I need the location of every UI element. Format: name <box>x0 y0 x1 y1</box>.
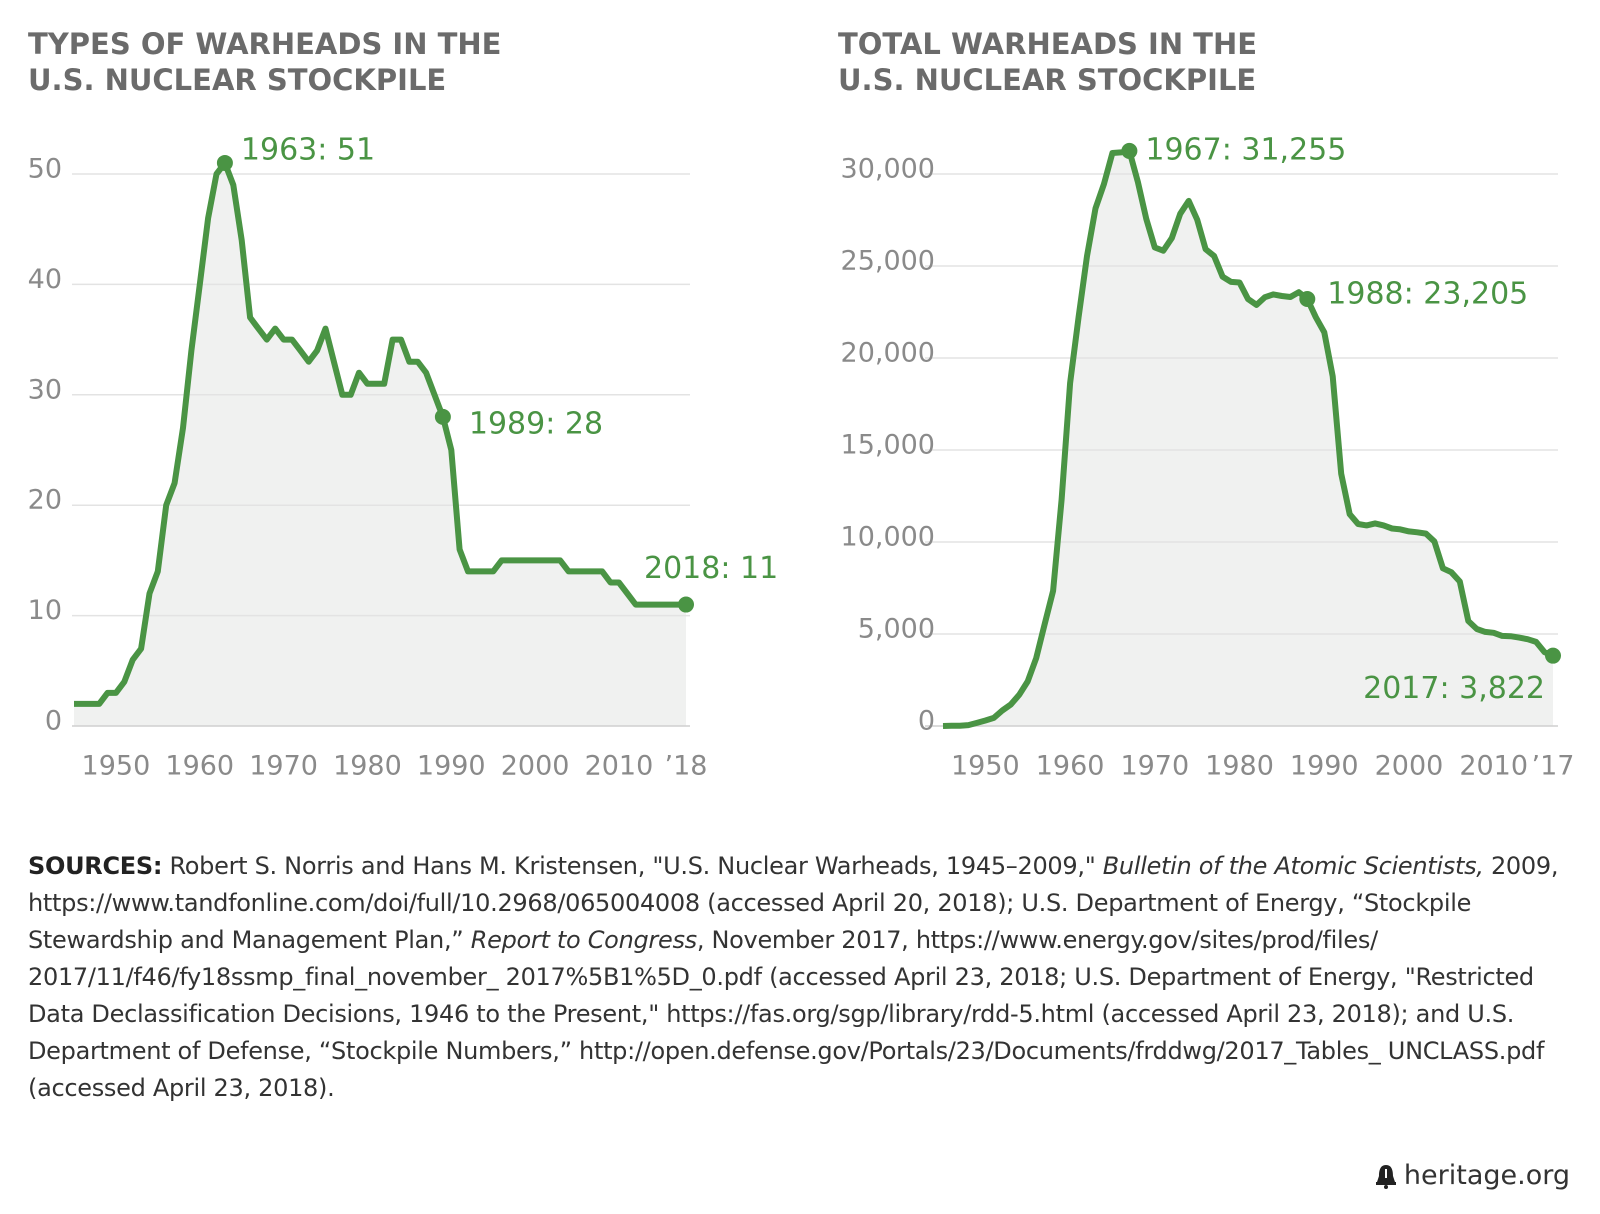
x-tick-label: 1980 <box>1205 751 1274 782</box>
x-tick-label: 1970 <box>249 751 318 782</box>
y-tick-label: 30 <box>28 374 62 405</box>
bell-icon <box>1375 1164 1396 1189</box>
x-tick-label: ’18 <box>665 751 708 782</box>
sources: SOURCES: Robert S. Norris and Hans M. Kr… <box>28 848 1573 1107</box>
annotation-dot <box>678 596 694 613</box>
y-tick-label: 30,000 <box>841 154 935 185</box>
annotation-dot <box>1121 142 1138 159</box>
x-tick-label: 1990 <box>1290 751 1359 782</box>
y-tick-label: 15,000 <box>841 430 935 461</box>
chart-title: U.S. NUCLEAR STOCKPILE <box>838 63 1256 97</box>
sources-text: Robert S. Norris and Hans M. Kristensen,… <box>162 852 1103 880</box>
sources-text: , November 2017, https://www.energy.gov/… <box>28 926 1545 1102</box>
x-tick-label: 1960 <box>1036 751 1105 782</box>
y-tick-label: 20 <box>28 485 62 516</box>
annotation-label: 1989: 28 <box>469 406 603 441</box>
annotation-dot <box>434 408 451 425</box>
sources-text: Bulletin of the Atomic Scientists, <box>1102 852 1484 880</box>
annotation-dot <box>216 154 233 171</box>
x-tick-label: 2010 <box>1459 751 1528 782</box>
annotation-label: 2018: 11 <box>644 551 778 586</box>
sources-text: Report to Congress <box>470 926 697 954</box>
line <box>74 160 686 707</box>
x-tick-label: 1980 <box>333 751 402 782</box>
sources-label: SOURCES: <box>28 852 163 880</box>
chart-title: U.S. NUCLEAR STOCKPILE <box>28 63 446 97</box>
chart-title: TOTAL WARHEADS IN THE <box>838 27 1257 61</box>
x-tick-label: 2000 <box>501 751 570 782</box>
annotation-label: 1967: 31,255 <box>1145 132 1346 167</box>
x-tick-label: 2000 <box>1375 751 1444 782</box>
footer-text: heritage.org <box>1403 1160 1570 1191</box>
x-tick-label: 1990 <box>417 751 486 782</box>
y-tick-label: 0 <box>918 706 935 737</box>
y-tick-label: 25,000 <box>841 246 935 277</box>
y-tick-label: 5,000 <box>858 614 935 645</box>
x-tick-label: 1960 <box>165 751 234 782</box>
y-tick-label: 10,000 <box>841 522 935 553</box>
line <box>942 147 1555 729</box>
y-tick-label: 50 <box>28 154 62 185</box>
x-tick-label: 2010 <box>585 751 654 782</box>
y-tick-label: 20,000 <box>841 338 935 369</box>
sources-text: 2009, https://www.tandfonline.com/doi/fu… <box>28 852 1559 954</box>
y-tick-label: 40 <box>28 264 62 295</box>
y-tick-label: 0 <box>45 706 62 737</box>
y-tick-label: 10 <box>28 595 62 626</box>
x-tick-label: 1950 <box>82 751 151 782</box>
annotation-label: 1963: 51 <box>241 132 375 167</box>
area <box>943 150 1553 726</box>
chart-title: TYPES OF WARHEADS IN THE <box>28 27 501 61</box>
x-tick-label: ’17 <box>1532 751 1575 782</box>
annotation-dot <box>1299 291 1316 308</box>
footer: heritage.org <box>1374 1160 1570 1191</box>
x-tick-label: 1950 <box>951 751 1020 782</box>
annotation-label: 1988: 23,205 <box>1327 277 1528 312</box>
annotation-label: 2017: 3,822 <box>1363 671 1545 706</box>
area <box>74 163 686 726</box>
x-tick-label: 1970 <box>1120 751 1189 782</box>
annotation-dot <box>1545 647 1561 664</box>
